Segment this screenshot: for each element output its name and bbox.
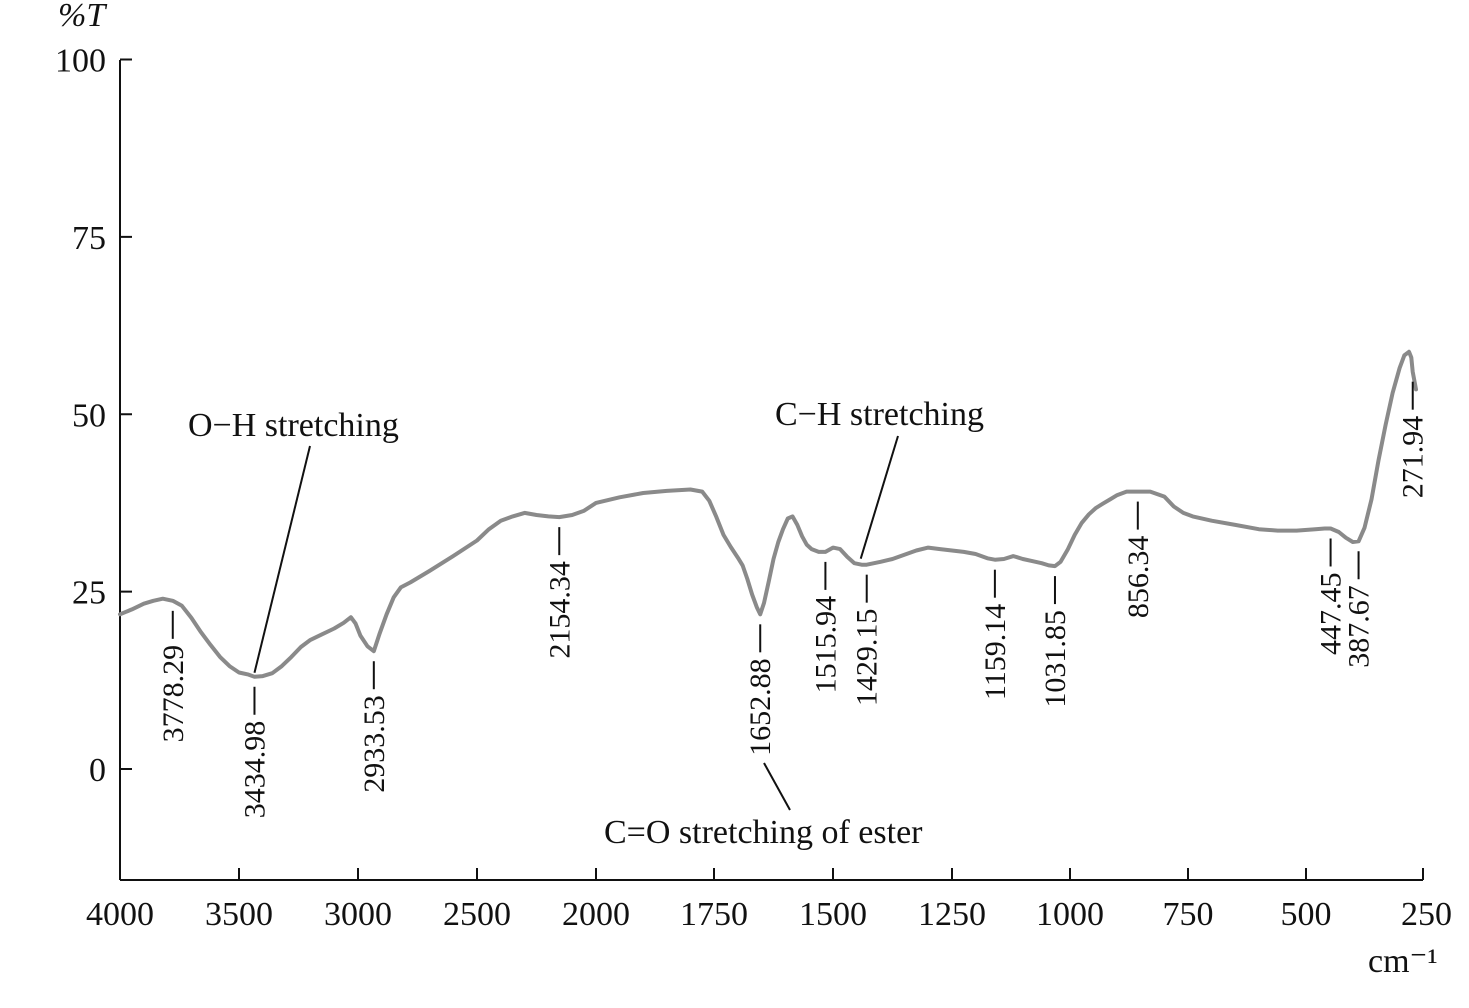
x-tick-label: 1500 — [799, 896, 867, 933]
annotation-leader — [253, 445, 311, 674]
annotation-label: O−H stretching — [188, 407, 399, 444]
series-layer — [118, 349, 1418, 679]
peak-labels: 3778.29 3434.98 2933.53 2154.34 1652.88 1515.… — [157, 381, 1430, 819]
peak-label: 2933.53 — [358, 695, 391, 793]
y-tick-label: 50 — [72, 397, 106, 434]
annotations: O−H stretching C−H stretching C=O stretchi… — [188, 396, 984, 851]
annotation-label: C=O stretching of ester — [604, 814, 923, 851]
peak-label: 1159.14 — [979, 604, 1012, 700]
x-tick-label: 750 — [1163, 896, 1214, 933]
x-tick-label: 1750 — [680, 896, 748, 933]
x-tick-label: 1000 — [1036, 896, 1104, 933]
peak-label: 271.94 — [1397, 416, 1430, 499]
peak-label: 387.67 — [1343, 585, 1376, 668]
annotation-leader — [763, 762, 791, 811]
peak-label: 1031.85 — [1039, 610, 1072, 708]
chart-axes: 0 25 50 75 100 4000 3500 3000 2500 2000 1750 1500 12… — [55, 43, 1452, 934]
peak-label: 2154.34 — [543, 561, 576, 659]
x-tick-label: 4000 — [86, 896, 154, 933]
peak-label: 1429.15 — [851, 609, 884, 707]
x-tick-label: 250 — [1401, 896, 1452, 933]
series-line — [118, 349, 1418, 679]
x-tick-label: 3000 — [324, 896, 392, 933]
peak-label: 1515.94 — [809, 596, 842, 694]
peak-label: 447.45 — [1315, 572, 1348, 655]
y-tick-label: 25 — [72, 575, 106, 612]
annotation-label: C−H stretching — [775, 396, 984, 433]
peak-label: 3434.98 — [238, 721, 271, 819]
y-tick-label: 100 — [55, 43, 106, 80]
peak-label: 3778.29 — [157, 645, 190, 743]
x-tick-label: 500 — [1281, 896, 1332, 933]
x-axis-label: cm⁻¹ — [1368, 943, 1438, 980]
x-tick-label: 2000 — [562, 896, 630, 933]
annotation-leader — [859, 435, 899, 559]
y-tick-label: 0 — [89, 752, 106, 789]
x-tick-label: 3500 — [205, 896, 273, 933]
x-tick-label: 1250 — [918, 896, 986, 933]
x-tick-label: 2500 — [443, 896, 511, 933]
peak-label: 856.34 — [1122, 536, 1155, 619]
y-axis-label: %T — [58, 0, 107, 34]
y-tick-label: 75 — [72, 220, 106, 257]
peak-label: 1652.88 — [744, 658, 777, 756]
